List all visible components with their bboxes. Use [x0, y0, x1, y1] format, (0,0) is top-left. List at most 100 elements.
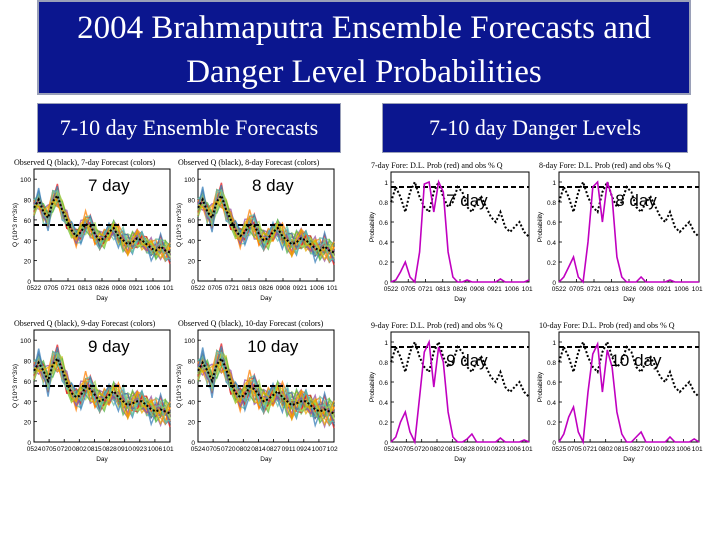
x-tick-label: 1020 [327, 446, 338, 453]
x-tick-label: 1019 [163, 446, 174, 453]
x-tick-label: 0923 [491, 446, 506, 453]
x-tick-label: 0802 [236, 446, 251, 453]
x-tick-label: 0522 [384, 286, 399, 293]
x-tick-label: 0705 [206, 446, 221, 453]
y-tick-label: 0.2 [379, 260, 388, 267]
x-tick-label: 0522 [27, 285, 42, 292]
x-tick-label: 0910 [476, 446, 491, 453]
y-tick-label: 100 [20, 177, 31, 184]
x-tick-label: 0908 [276, 285, 291, 292]
y-tick-label: 0.6 [547, 220, 556, 227]
x-tick-label: 1006 [310, 285, 325, 292]
x-tick-label: 0827 [266, 446, 281, 453]
x-tick-label: 0815 [87, 446, 102, 453]
ensemble-8day-chart: Observed Q (black), 8-day Forecast (colo… [172, 155, 338, 305]
y-tick-label: 60 [24, 379, 32, 386]
y-tick-label: 20 [188, 420, 196, 427]
x-tick-label: 1006 [506, 446, 521, 453]
y-tick-label: 20 [24, 420, 32, 427]
observed-series-line [33, 356, 171, 415]
y-tick-label: 0.8 [379, 360, 388, 367]
y-axis-label: Probability [537, 371, 544, 402]
x-tick-label: 1019 [522, 286, 533, 293]
x-tick-label: 0721 [225, 285, 240, 292]
panel-title: Observed Q (black), 7-day Forecast (colo… [14, 158, 156, 167]
y-tick-label: 80 [24, 359, 32, 366]
plot-frame [390, 171, 530, 283]
forecast-lead-label: 7 day [446, 191, 488, 210]
ensemble-10day-chart: Observed Q (black), 10-day Forecast (col… [172, 316, 338, 466]
plot-frame [390, 331, 530, 443]
y-tick-label: 40 [24, 238, 32, 245]
x-tick-label: 0721 [61, 285, 76, 292]
y-tick-label: 0.4 [547, 400, 556, 407]
x-tick-label: 0720 [414, 446, 429, 453]
x-tick-label: 0705 [399, 446, 414, 453]
x-tick-label: 1019 [692, 446, 703, 453]
forecast-lead-label: 8 day [252, 176, 294, 195]
panel-title: 10-day Fore: D.L. Prob (red) and obs % Q [539, 321, 675, 330]
x-tick-label: 0910 [117, 446, 132, 453]
danger-probability-line [390, 339, 530, 445]
x-tick-label: 1006 [505, 286, 520, 293]
danger-prob-7day-chart: 7-day Fore: D.L. Prob (red) and obs % Q 0… [365, 158, 533, 306]
x-tick-label: 0815 [445, 446, 460, 453]
x-tick-label: 0813 [436, 286, 451, 293]
danger-probability-line [558, 341, 700, 445]
y-tick-label: 60 [188, 218, 196, 225]
x-tick-label: 1006 [674, 286, 689, 293]
x-tick-label: 0705 [44, 285, 59, 292]
y-tick-label: 0.8 [547, 360, 556, 367]
danger-levels-header: 7-10 day Danger Levels [382, 103, 688, 153]
x-tick-label: 0828 [102, 446, 117, 453]
x-tick-label: 0813 [604, 286, 619, 293]
x-tick-label: 1006 [146, 285, 161, 292]
x-tick-label: 0923 [133, 446, 148, 453]
observed-series-line [33, 193, 171, 254]
y-tick-label: 40 [188, 238, 196, 245]
x-tick-label: 0921 [293, 285, 308, 292]
y-tick-label: 0 [191, 440, 195, 447]
x-axis-label: Day [260, 295, 272, 302]
ensemble-member-line [197, 200, 335, 261]
x-tick-label: 0802 [430, 446, 445, 453]
x-tick-label: 0908 [112, 285, 127, 292]
observed-percent-line [390, 179, 530, 238]
danger-probability-line [558, 180, 699, 284]
y-tick-label: 1 [552, 340, 556, 347]
x-tick-label: 0524 [384, 446, 399, 453]
forecast-lead-label: 10 day [247, 337, 299, 356]
x-tick-label: 0522 [552, 286, 567, 293]
y-axis-label: Q (10^3 m^3/s) [176, 203, 183, 247]
observed-percent-line [558, 339, 700, 398]
panel-title: 7-day Fore: D.L. Prob (red) and obs % Q [371, 161, 503, 170]
y-tick-label: 80 [188, 198, 196, 205]
ensemble-forecasts-header: 7-10 day Ensemble Forecasts [37, 103, 341, 153]
x-tick-label: 1006 [148, 446, 163, 453]
y-tick-label: 100 [184, 338, 195, 345]
x-axis-label: Day [96, 456, 108, 463]
forecast-lead-label: 7 day [88, 176, 130, 195]
y-tick-label: 100 [184, 177, 195, 184]
y-tick-label: 60 [24, 218, 32, 225]
x-tick-label: 0828 [460, 446, 475, 453]
observed-series-line [197, 193, 335, 254]
y-tick-label: 0 [552, 440, 556, 447]
x-tick-label: 0911 [282, 446, 296, 453]
y-tick-label: 1 [552, 180, 556, 187]
y-tick-label: 0.8 [547, 200, 556, 207]
x-tick-label: 1019 [522, 446, 533, 453]
y-tick-label: 0 [191, 279, 195, 286]
y-tick-label: 0.6 [547, 380, 556, 387]
y-tick-label: 40 [188, 399, 196, 406]
x-tick-label: 0720 [57, 446, 72, 453]
y-tick-label: 0.4 [547, 240, 556, 247]
x-axis-label: Day [454, 296, 466, 303]
x-tick-label: 0921 [129, 285, 144, 292]
observed-percent-line [390, 339, 530, 398]
y-tick-label: 0.6 [379, 380, 388, 387]
x-tick-label: 0721 [587, 286, 602, 293]
x-tick-label: 0705 [401, 286, 416, 293]
x-tick-label: 0826 [453, 286, 468, 293]
x-tick-label: 0721 [418, 286, 433, 293]
